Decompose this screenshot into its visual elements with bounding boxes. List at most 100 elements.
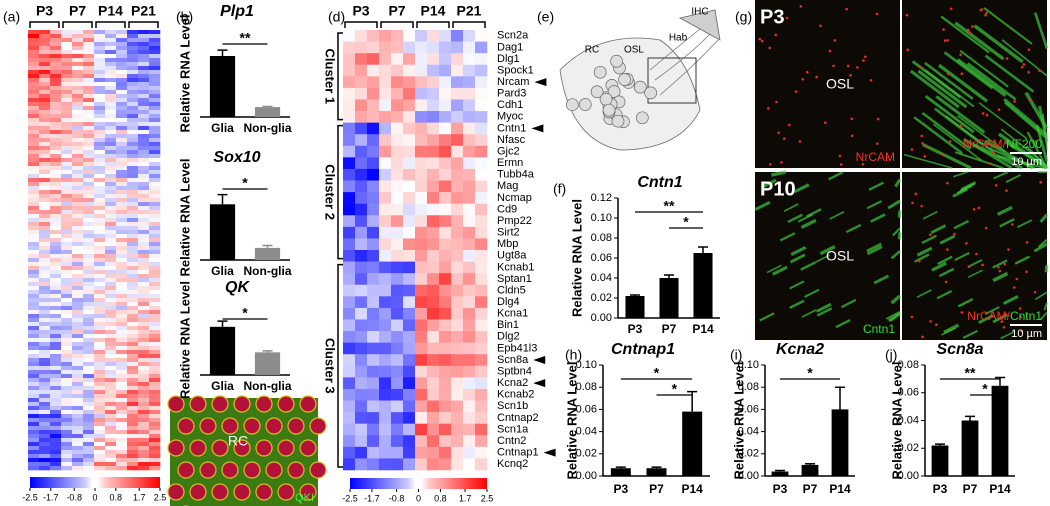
heatmap-cell	[83, 98, 95, 103]
heatmap-cell	[39, 390, 51, 395]
heatmap-cell	[83, 346, 95, 351]
heatmap-cell	[439, 53, 452, 66]
fiber	[996, 205, 1013, 216]
gene-label: Spock1	[497, 64, 534, 76]
heatmap-cell	[439, 145, 452, 158]
heatmap-cell	[61, 402, 73, 407]
heatmap-cell	[50, 354, 62, 359]
heatmap-cell	[427, 203, 440, 216]
heatmap-cell	[367, 261, 380, 274]
fiber	[804, 288, 820, 298]
heatmap-cell	[149, 106, 161, 111]
heatmap-cell	[28, 258, 40, 263]
heatmap-cell	[149, 66, 161, 71]
heatmap-cell	[343, 250, 356, 262]
heatmap-cell	[94, 202, 106, 207]
gene-label: Kcna1	[497, 308, 528, 320]
bar	[831, 409, 849, 476]
heatmap-cell	[355, 423, 368, 436]
heatmap-cell	[138, 50, 150, 55]
heatmap-cell	[61, 82, 73, 87]
heatmap-cell	[105, 122, 117, 127]
heatmap-cell	[50, 402, 62, 407]
heatmap-cell	[355, 331, 368, 343]
heatmap-cell	[50, 314, 62, 319]
heatmap-cell	[451, 307, 464, 320]
heatmap-cell	[28, 90, 40, 95]
heatmap-cell	[61, 130, 73, 135]
heatmap-cell	[116, 306, 128, 311]
heatmap-cell	[39, 102, 51, 107]
heatmap-cell	[83, 350, 95, 355]
heatmap-cell	[138, 90, 150, 95]
heatmap-cell	[61, 102, 73, 107]
heatmap-cell	[138, 186, 150, 191]
gene-label: Mbp	[497, 238, 518, 250]
heatmap-cell	[83, 310, 95, 315]
y-tick-label: 0.10	[738, 359, 759, 371]
fiber	[940, 15, 990, 54]
gene-label: Bin1	[497, 319, 519, 331]
heatmap-cell	[116, 162, 128, 167]
heatmap-cell	[439, 296, 452, 309]
heatmap-cell	[149, 90, 161, 95]
heatmap-cell	[94, 138, 106, 143]
heatmap-cell	[105, 222, 117, 227]
gene-label: Kcnq2	[497, 458, 528, 470]
heatmap-cell	[72, 202, 84, 207]
heatmap-cell	[403, 250, 416, 262]
heatmap-cell	[61, 258, 73, 263]
heatmap-cell	[50, 78, 62, 83]
colorbar-tick-label: -0.8	[66, 492, 82, 502]
heatmap-cell	[94, 162, 106, 167]
heatmap-cell	[463, 400, 476, 413]
heatmap-cell	[116, 134, 128, 139]
bar	[693, 253, 713, 318]
heatmap-cell	[50, 198, 62, 203]
heatmap-cell	[127, 446, 139, 451]
heatmap-cell	[61, 250, 73, 255]
heatmap-cell	[105, 370, 117, 375]
heatmap-cell	[83, 114, 95, 119]
heatmap-cell	[72, 378, 84, 383]
heatmap-cell	[83, 198, 95, 203]
heatmap-cell	[127, 198, 139, 203]
fiber	[1033, 242, 1048, 253]
fiber	[1024, 91, 1049, 130]
heatmap-cell	[391, 238, 404, 251]
heatmap-cell	[116, 330, 128, 335]
heatmap-cell	[28, 146, 40, 151]
cell-nucleus	[233, 439, 251, 457]
heatmap-cell	[105, 138, 117, 143]
gene-label: Gjc2	[497, 145, 520, 157]
heatmap-cell	[391, 30, 404, 42]
heatmap-cell	[439, 180, 452, 193]
heatmap-cell	[61, 210, 73, 215]
heatmap-cell	[105, 62, 117, 67]
colorbar-tick-label: -1.7	[43, 492, 59, 502]
heatmap-cell	[403, 87, 416, 100]
heatmap-cell	[149, 46, 161, 51]
puncta	[1005, 57, 1009, 60]
heatmap-cell	[105, 194, 117, 199]
heatmap-cell	[138, 174, 150, 179]
heatmap-cell	[72, 250, 84, 255]
heatmap-cell	[138, 46, 150, 51]
image-age: P10	[760, 178, 796, 200]
heatmap-cell	[50, 114, 62, 119]
heatmap-cell	[50, 42, 62, 47]
heatmap-cell	[355, 145, 368, 158]
heatmap-cell	[475, 423, 488, 436]
heatmap-cell	[127, 54, 139, 59]
heatmap-cell	[50, 430, 62, 435]
colorbar-tick-label: 2.5	[154, 492, 167, 502]
heatmap-cell	[116, 250, 128, 255]
puncta	[777, 131, 780, 135]
heatmap-cell	[367, 30, 380, 42]
column-header: P3	[352, 3, 369, 19]
heatmap-cell	[39, 410, 51, 415]
heatmap-cell	[105, 306, 117, 311]
gene-label: Cntn1	[497, 122, 526, 134]
stain-part: NF200	[1006, 137, 1042, 151]
heatmap-cell	[343, 111, 356, 123]
